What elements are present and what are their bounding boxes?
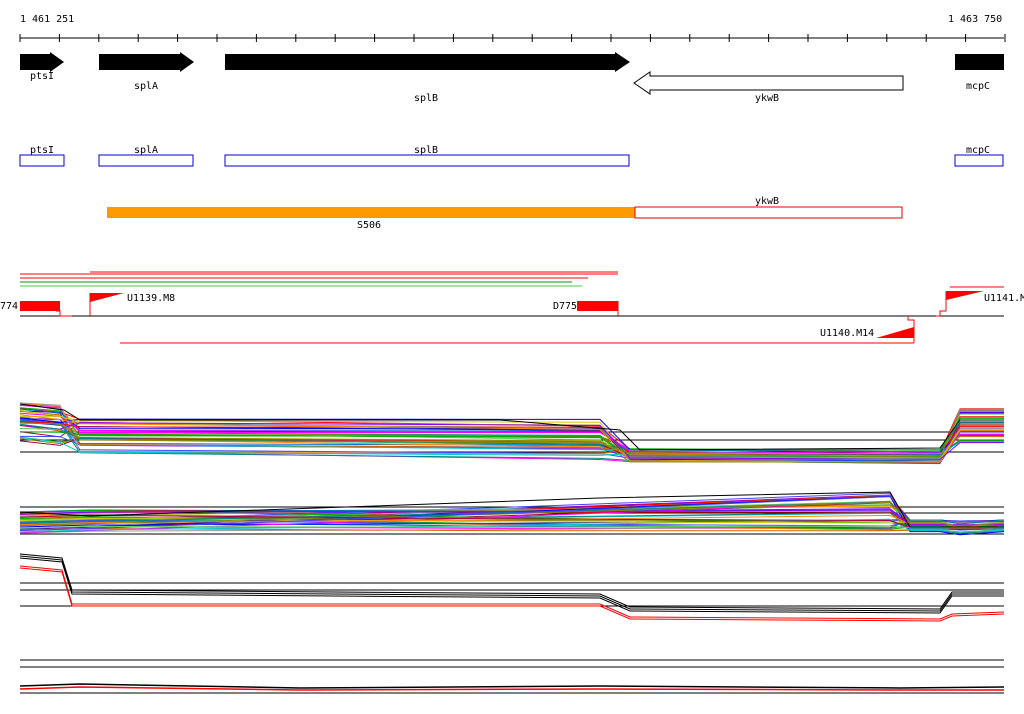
operon-track: ykwB S506 bbox=[107, 196, 903, 231]
transcript-label-U1141: U1141.M bbox=[984, 293, 1024, 304]
profile-line bbox=[19, 501, 1005, 528]
profile-line bbox=[19, 427, 1004, 459]
segment-step bbox=[56, 310, 72, 317]
marker-flag-U1140[interactable] bbox=[876, 327, 914, 338]
profile-line bbox=[19, 437, 1004, 456]
gene-label-splB: splB bbox=[414, 93, 438, 104]
profile-line bbox=[19, 495, 1005, 536]
profile-line bbox=[19, 525, 1004, 529]
profile-line bbox=[19, 518, 1005, 533]
profile-line bbox=[19, 420, 1004, 455]
gene-track: ptsI splA splB ykwB mcpC bbox=[20, 52, 1004, 104]
transcript-label-U1140: U1140.M14 bbox=[820, 328, 874, 339]
segment-step bbox=[936, 291, 947, 317]
profile-line bbox=[19, 567, 1005, 622]
profile-line bbox=[19, 513, 1005, 524]
profile-line bbox=[19, 565, 1005, 620]
gene-label-mcpC: mcpC bbox=[966, 81, 990, 92]
transcript-label-D774: D774 bbox=[0, 301, 18, 312]
cds-track: ptsI splA splB mcpC bbox=[19, 145, 1004, 167]
profile-line bbox=[19, 555, 1004, 612]
profile-line bbox=[19, 421, 1004, 453]
expression-panel-3 bbox=[19, 553, 1005, 622]
profile-line bbox=[19, 683, 1005, 689]
operon-bar-outline[interactable] bbox=[634, 206, 903, 219]
gene-label-ptsI: ptsI bbox=[30, 71, 54, 82]
marker-flag-U1139[interactable] bbox=[90, 293, 124, 302]
expression-panel-2 bbox=[19, 491, 1005, 536]
profile-line bbox=[19, 403, 1004, 451]
marker-flag-U1141[interactable] bbox=[946, 291, 984, 300]
operon-bar-filled[interactable] bbox=[107, 207, 635, 218]
expression-profiles bbox=[19, 491, 1005, 536]
gene-arrow-splB[interactable] bbox=[225, 52, 630, 72]
ruler-end-label: 1 463 750 bbox=[948, 14, 1002, 25]
cds-box-splB[interactable] bbox=[224, 154, 630, 167]
transcript-label-U1139: U1139.M8 bbox=[127, 293, 175, 304]
cds-box-ptsI[interactable] bbox=[19, 154, 65, 167]
ruler-ticks bbox=[19, 34, 1006, 42]
gene-label-splA: splA bbox=[134, 81, 158, 92]
cds-box-mcpC[interactable] bbox=[954, 154, 1004, 167]
profile-line bbox=[19, 557, 1004, 614]
operon-filled-label: S506 bbox=[357, 220, 381, 231]
ruler-start-label: 1 461 251 bbox=[20, 14, 74, 25]
profile-line bbox=[19, 410, 1004, 458]
coordinate-ruler: 1 461 251 1 463 750 bbox=[19, 14, 1006, 42]
gene-arrow-ptsI[interactable] bbox=[20, 52, 64, 72]
profile-line bbox=[19, 553, 1004, 610]
cds-label-splA: splA bbox=[134, 145, 158, 156]
expression-panel-4 bbox=[19, 659, 1005, 694]
transcript-label-D775: D775 bbox=[553, 301, 577, 312]
profile-line bbox=[19, 414, 1004, 463]
expression-profiles bbox=[19, 402, 1004, 465]
profile-line bbox=[19, 514, 1005, 530]
expression-profiles bbox=[19, 553, 1005, 622]
segment-block-D774[interactable] bbox=[20, 301, 60, 311]
segment-block-D775[interactable] bbox=[577, 301, 618, 311]
profile-line bbox=[19, 501, 1005, 525]
cds-label-splB: splB bbox=[414, 145, 438, 156]
cds-label-mcpC: mcpC bbox=[966, 145, 990, 156]
profile-line bbox=[19, 686, 1004, 691]
gene-arrow-splA[interactable] bbox=[99, 52, 194, 72]
profile-line bbox=[19, 422, 1004, 460]
gene-arrow-mcpC[interactable] bbox=[955, 54, 1004, 70]
expression-profiles bbox=[19, 683, 1005, 691]
profile-line bbox=[19, 491, 1004, 528]
operon-outline-label: ykwB bbox=[755, 196, 779, 207]
cds-label-ptsI: ptsI bbox=[30, 145, 54, 156]
gene-arrow-ykwB[interactable] bbox=[633, 71, 904, 95]
expression-panel-1 bbox=[19, 402, 1004, 465]
cds-box-splA[interactable] bbox=[98, 154, 194, 167]
gene-label-ykwB: ykwB bbox=[755, 93, 779, 104]
transcript-track: D774 U1139.M8 D775 U1141.M U1140.M14 bbox=[0, 271, 1024, 344]
profile-line bbox=[19, 509, 1005, 526]
